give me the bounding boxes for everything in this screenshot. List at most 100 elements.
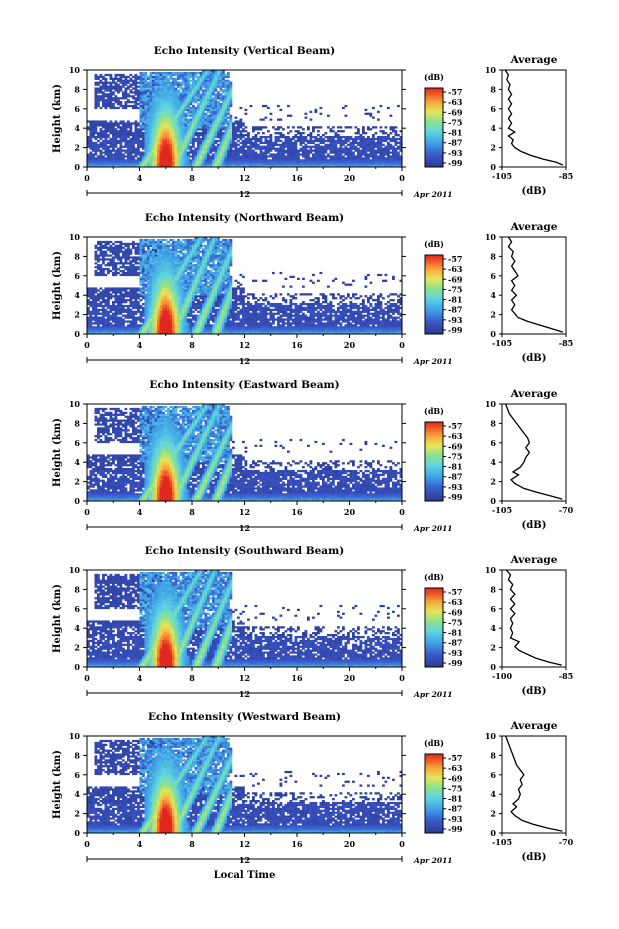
heatmap-cell: [177, 93, 180, 96]
heatmap-cell: [312, 155, 315, 158]
heatmap-cell: [117, 122, 120, 125]
heatmap-cell: [99, 295, 103, 298]
heatmap-cell: [202, 153, 205, 156]
heatmap-cell: [229, 99, 233, 102]
heatmap-cell: [149, 155, 153, 158]
heatmap-cell: [129, 332, 133, 335]
heatmap-cell: [284, 137, 288, 141]
heatmap-cell: [112, 306, 115, 310]
heatmap-cell: [239, 120, 243, 123]
heatmap-cell: [89, 289, 93, 292]
heatmap-cell: [169, 330, 173, 333]
heatmap-cell: [222, 70, 225, 73]
heatmap-cell: [167, 137, 170, 141]
heatmap-cell: [239, 151, 243, 154]
heatmap-cell: [109, 137, 113, 141]
heatmap-cell: [212, 93, 215, 96]
heatmap-cell: [252, 135, 255, 139]
heatmap-cell: [164, 275, 168, 279]
heatmap-cell: [184, 95, 188, 98]
heatmap-cell: [109, 297, 113, 300]
heatmap-cell: [179, 87, 183, 90]
heatmap-cell: [194, 163, 198, 166]
heatmap-cell: [164, 260, 168, 263]
heatmap-cell: [249, 159, 253, 162]
heatmap-cell: [114, 301, 118, 304]
heatmap-cell: [399, 145, 403, 148]
heatmap-cell: [134, 304, 138, 308]
heatmap-cell: [254, 141, 258, 145]
heatmap-cell: [292, 143, 295, 146]
heatmap-cell: [99, 151, 103, 154]
heatmap-cell: [217, 126, 220, 129]
colorbar-band: [425, 163, 443, 166]
heatmap-cell: [277, 165, 280, 168]
heatmap-cell: [189, 122, 193, 125]
heatmap-cell: [329, 143, 333, 146]
heatmap-cell: [219, 81, 223, 84]
heatmap-cell: [227, 130, 230, 133]
heatmap-cell: [152, 287, 155, 290]
heatmap-cell: [169, 85, 173, 88]
heatmap-cell: [387, 143, 390, 146]
heatmap-cell: [137, 332, 140, 335]
heatmap-cell: [139, 299, 143, 302]
heatmap-cell: [212, 157, 215, 160]
heatmap-cell: [212, 149, 215, 152]
heatmap-cell: [269, 118, 273, 121]
heatmap-cell: [162, 134, 165, 137]
heatmap-cell: [169, 116, 173, 119]
heatmap-cell: [164, 153, 168, 156]
heatmap-cell: [154, 269, 158, 273]
heatmap-cell: [149, 118, 153, 121]
heatmap-cell: [227, 145, 230, 148]
heatmap-cell: [142, 147, 145, 150]
heatmap-cell: [217, 135, 220, 139]
heatmap-cell: [99, 122, 103, 125]
heatmap-cell: [119, 332, 123, 335]
heatmap-cell: [207, 135, 210, 139]
heatmap-cell: [89, 302, 93, 306]
heatmap-cell: [132, 295, 135, 298]
heatmap-cell: [107, 262, 110, 265]
heatmap-cell: [104, 246, 108, 249]
heatmap-cell: [159, 134, 163, 137]
heatmap-cell: [364, 157, 368, 160]
heatmap-cell: [237, 143, 240, 146]
heatmap-cell: [252, 159, 255, 162]
heatmap-cell: [342, 143, 345, 146]
heatmap-cell: [229, 135, 233, 139]
heatmap-cell: [94, 77, 98, 80]
heatmap-cell: [169, 147, 173, 150]
heatmap-cell: [222, 106, 225, 110]
heatmap-cell: [142, 262, 145, 265]
heatmap-cell: [87, 332, 90, 335]
heatmap-cell: [184, 139, 188, 143]
heatmap-cell: [102, 250, 105, 253]
heatmap-cell: [127, 87, 130, 90]
heatmap-cell: [114, 157, 118, 160]
heatmap-cell: [369, 163, 373, 166]
heatmap-cell: [137, 302, 140, 306]
heatmap-cell: [144, 301, 148, 304]
heatmap-cell: [294, 163, 298, 166]
heatmap-cell: [154, 145, 158, 148]
heatmap-cell: [144, 85, 148, 88]
heatmap-cell: [267, 141, 270, 145]
heatmap-cell: [169, 291, 173, 294]
heatmap-cell: [159, 73, 163, 77]
heatmap-cell: [392, 145, 395, 148]
heatmap-cell: [194, 137, 198, 141]
heatmap-cell: [132, 97, 135, 100]
heatmap-cell: [329, 151, 333, 154]
heatmap-cell: [119, 242, 123, 246]
heatmap-cell: [167, 83, 170, 86]
heatmap-cell: [337, 135, 340, 139]
heatmap-cell: [262, 165, 265, 168]
heatmap-cell: [144, 326, 148, 329]
heatmap-cell: [129, 132, 133, 135]
heatmap-cell: [182, 71, 185, 75]
heatmap-cell: [229, 153, 233, 156]
heatmap-cell: [142, 256, 145, 259]
heatmap-cell: [207, 139, 210, 143]
